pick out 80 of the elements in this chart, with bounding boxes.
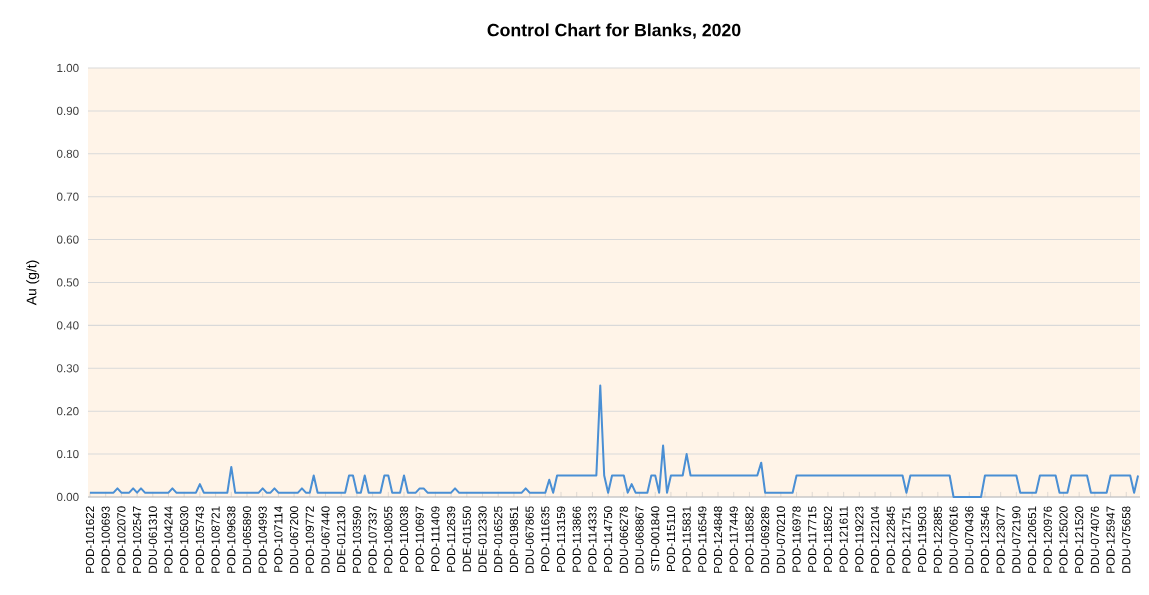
x-tick-label: POD-110697: [415, 506, 424, 572]
x-tick-label: POD-122885: [933, 506, 942, 573]
x-tick-label: POD-108721: [211, 506, 220, 573]
x-tick-label: POD-120651: [1027, 506, 1037, 573]
y-tick-label: 1.00: [57, 63, 79, 73]
x-tick-label: DDE-012130: [337, 506, 346, 573]
x-tick-label: DDU-068867: [635, 506, 644, 573]
x-tick-label: POD-123077: [996, 506, 1005, 573]
x-tick-label: POD-119223: [855, 506, 864, 572]
x-tick-label: POD-113866: [572, 506, 581, 572]
x-tick-label: STD-001840: [651, 506, 660, 572]
chart-title: Control Chart for Blanks, 2020: [487, 23, 741, 39]
x-tick-label: POD-105743: [195, 506, 204, 573]
x-tick-label: POD-104244: [164, 506, 173, 573]
x-tick-label: DDE-012330: [478, 506, 487, 573]
x-tick-label: POD-121611: [839, 506, 848, 572]
x-tick-label: POD-117449: [729, 506, 738, 572]
x-tick-label: POD-117715: [808, 506, 817, 572]
x-tick-label: POD-114333: [588, 506, 597, 572]
x-tick-label: POD-111635: [541, 506, 550, 571]
x-tick-label: DDU-070616: [949, 506, 958, 573]
x-tick-label: POD-105030: [180, 506, 189, 573]
x-tick-label: POD-103590: [352, 506, 362, 573]
x-tick-label: DDU-070210: [776, 506, 785, 573]
x-tick-label: DDE-011550: [462, 506, 471, 572]
x-tick-label: POD-118582: [745, 506, 754, 572]
x-tick-label: POD-116978: [792, 506, 801, 572]
x-tick-label: POD-125020: [1059, 506, 1068, 573]
x-tick-label: POD-124848: [713, 506, 723, 573]
x-tick-label: DDU-070436: [965, 506, 974, 573]
x-tick-label: POD-104993: [258, 506, 267, 573]
x-tick-label: DDP-019851: [509, 506, 519, 573]
x-tick-label: POD-102070: [117, 506, 126, 573]
x-tick-label: POD-109638: [227, 506, 236, 573]
x-tick-label: POD-119503: [918, 506, 927, 572]
y-tick-label: 0.40: [56, 321, 79, 330]
x-tick-label: POD-111409: [431, 506, 440, 571]
x-tick-label: POD-110038: [399, 506, 409, 572]
x-tick-label: POD-101622: [85, 506, 95, 573]
y-tick-label: 0.90: [56, 106, 79, 115]
y-tick-label: 0.70: [56, 192, 79, 201]
x-tick-label: POD-115831: [682, 506, 691, 572]
y-tick-label: 0.50: [56, 278, 79, 287]
y-tick-label: 0.10: [56, 449, 79, 459]
x-tick-label: DDU-075658: [1122, 506, 1131, 573]
x-tick-label: DDP-016525: [494, 506, 503, 573]
x-tick-label: DDU-065890: [242, 506, 252, 573]
x-tick-label: DDU-067865: [525, 506, 534, 573]
x-tick-label: DDU-074076: [1090, 506, 1099, 573]
x-tick-label: POD-100693: [101, 506, 110, 573]
x-tick-label: DDU-072190: [1012, 506, 1021, 573]
x-tick-label: POD-109772: [305, 506, 314, 573]
y-tick-label: 0.60: [56, 235, 79, 244]
x-tick-label: DDU-061310: [148, 506, 157, 573]
x-tick-label: POD-112639: [446, 506, 456, 572]
x-tick-label: DDU-066278: [619, 506, 628, 573]
y-axis-title: Au (g/t): [26, 260, 40, 306]
x-tick-label: POD-118502: [823, 506, 833, 572]
x-tick-label: POD-121520: [1075, 506, 1084, 573]
x-tick-label: POD-114750: [604, 506, 613, 572]
x-tick-label: POD-116549: [698, 506, 707, 572]
x-tick-label: POD-113159: [556, 506, 566, 572]
x-tick-label: POD-115110: [666, 506, 676, 571]
x-tick-label: POD-107114: [274, 506, 283, 572]
y-tick-label: 0.20: [56, 407, 79, 416]
x-tick-label: POD-121751: [902, 506, 911, 573]
x-tick-label: DDU-067440: [321, 506, 330, 573]
y-tick-label: 0.80: [56, 149, 79, 158]
x-tick-label: POD-120976: [1043, 506, 1052, 573]
x-tick-label: POD-122104: [870, 506, 880, 573]
y-tick-label: 0.00: [56, 492, 79, 502]
x-tick-label: DDU-069289: [761, 506, 770, 573]
x-tick-label: POD-108055: [384, 506, 393, 573]
x-tick-label: POD-107337: [368, 506, 377, 573]
x-tick-label: DDU-067200: [289, 506, 299, 573]
x-tick-label: POD-102547: [132, 506, 142, 573]
x-tick-label: POD-125947: [1106, 506, 1115, 573]
x-tick-label: POD-122845: [886, 506, 895, 573]
y-tick-label: 0.30: [56, 364, 79, 373]
x-tick-label: POD-123546: [980, 506, 990, 573]
